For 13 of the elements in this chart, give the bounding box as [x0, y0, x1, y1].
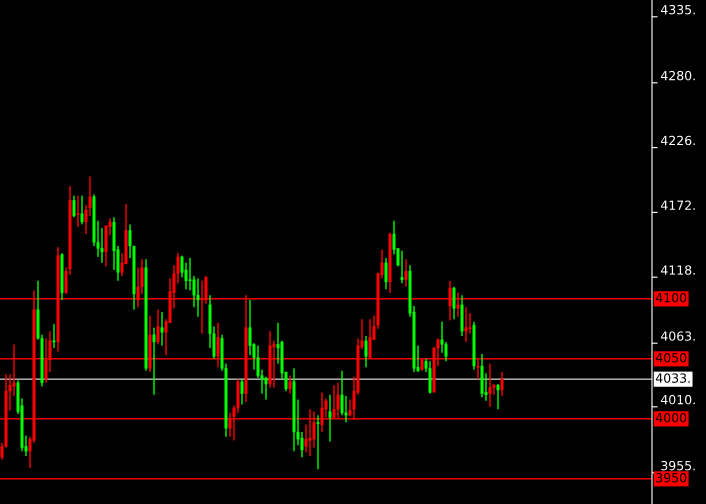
ref-line-label: 4100	[656, 292, 686, 302]
y-tick-label: 4010.	[660, 394, 695, 404]
ref-line-label: 4050	[656, 352, 686, 362]
y-tick-label: 4335.	[660, 4, 695, 14]
y-tick-label: 4118.	[660, 265, 695, 275]
y-tick-label: 3955.	[661, 460, 695, 470]
y-tick-label: 4226.	[660, 136, 695, 146]
y-tick-label: 4063.	[660, 331, 695, 341]
ref-line-label: 4000	[656, 412, 686, 422]
ref-line-label: 4033.	[656, 373, 690, 383]
y-tick-label: 4172.	[660, 200, 695, 210]
ref-line-label: 3950	[656, 472, 686, 482]
y-tick-label: 4280.	[660, 70, 695, 80]
